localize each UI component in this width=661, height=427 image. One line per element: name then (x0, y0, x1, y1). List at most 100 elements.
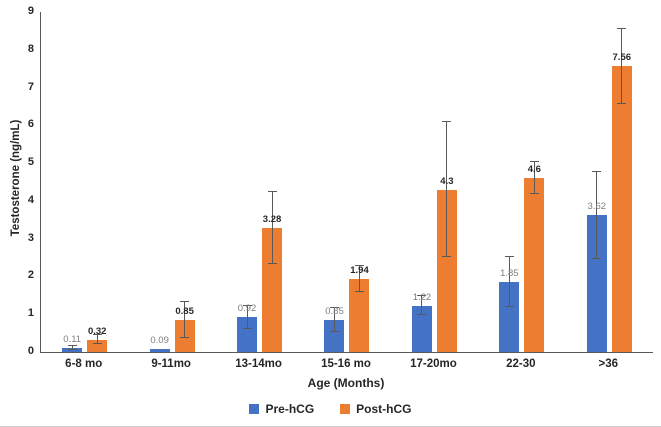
error-bar (508, 256, 510, 308)
x-category-label: >36 (598, 358, 619, 370)
error-bar (184, 301, 186, 339)
data-label: 3.62 (587, 201, 607, 213)
error-bar-cap (329, 306, 339, 308)
legend-item-pre-hcg: Pre-hCG (249, 402, 314, 416)
data-label: 1.22 (412, 291, 432, 303)
data-label: 0.09 (150, 334, 169, 346)
error-bar (533, 162, 535, 195)
error-bar-cap (417, 295, 427, 297)
y-tick-label: 4 (27, 193, 34, 206)
error-bar-cap (67, 348, 77, 350)
bar-group: 0.11 0.32 (41, 12, 128, 352)
error-bar-cap (92, 334, 102, 336)
pre-hcg-bar (62, 347, 83, 352)
error-bar (621, 28, 623, 105)
y-tick-label: 7 (27, 80, 34, 93)
error-bar-cap (592, 257, 602, 259)
error-bar-cap (67, 344, 77, 346)
error-bar (358, 265, 360, 292)
y-tick-label: 8 (27, 42, 34, 55)
x-category-label: 6-8 mo (65, 358, 103, 370)
data-label: 0.92 (237, 303, 257, 315)
legend: Pre-hCG Post-hCG (0, 402, 661, 416)
error-bar-cap (242, 304, 252, 306)
pre-hcg-bar (149, 348, 170, 352)
error-bar-cap (242, 327, 252, 329)
y-tick-label: 2 (27, 269, 34, 282)
post-hcg-bar (262, 228, 283, 352)
error-bar (333, 307, 335, 332)
x-category-label: 22-30 (506, 358, 536, 370)
post-hcg-bar (349, 278, 370, 352)
legend-swatch-icon (340, 404, 351, 414)
post-hcg-bar (611, 66, 632, 352)
data-label: 0.11 (63, 333, 82, 345)
data-label: 4.6 (527, 164, 541, 176)
bar-group: 1.85 4.6 (478, 12, 565, 352)
x-category-label: 13-14mo (235, 358, 282, 370)
post-hcg-bar (436, 189, 457, 352)
data-label: 4.3 (440, 175, 454, 187)
x-category-label: 9-11mo (151, 358, 191, 370)
data-label: 3.28 (262, 214, 282, 226)
error-bar (446, 122, 448, 257)
error-bar (596, 171, 598, 259)
bar-group: 1.22 4.3 (391, 12, 478, 352)
x-category-label: 15-16 mo (321, 358, 371, 370)
data-label: 0.32 (87, 325, 107, 337)
pre-hcg-bar (499, 282, 520, 352)
legend-label: Pre-hCG (265, 402, 315, 416)
y-tick-label: 9 (27, 5, 34, 17)
error-bar-cap (529, 193, 539, 195)
y-tick-label: 5 (27, 156, 34, 169)
y-tick-label: 3 (27, 231, 34, 244)
error-bar-cap (92, 343, 102, 345)
error-bar-cap (617, 27, 627, 29)
data-label: 0.85 (175, 305, 194, 317)
y-tick-label: 6 (27, 118, 34, 131)
data-label: 1.94 (350, 264, 369, 276)
bar-group: 3.62 7.56 (566, 12, 653, 352)
error-bar-cap (417, 314, 427, 316)
error-bar-cap (442, 121, 452, 123)
data-label: 0.85 (325, 305, 344, 317)
post-hcg-bar (87, 339, 108, 352)
data-label: 1.85 (500, 268, 519, 280)
error-bar (271, 192, 273, 264)
error-bar-cap (180, 300, 190, 302)
error-bar-cap (504, 255, 514, 257)
error-bar-cap (354, 290, 364, 292)
error-bar-cap (592, 170, 602, 172)
error-bar (96, 335, 98, 345)
data-label: 7.56 (612, 52, 632, 64)
plot-area: 0.11 0.32 0.09 0.85 0.92 3.28 0.85 1.94 1.22 4.3 1… (40, 12, 653, 353)
pre-hcg-bar (324, 319, 345, 352)
pre-hcg-bar (237, 317, 258, 352)
legend-item-post-hcg: Post-hCG (340, 402, 412, 416)
error-bar-cap (504, 306, 514, 308)
error-bar-cap (354, 264, 364, 266)
y-tick-label: 0 (27, 345, 34, 357)
legend-swatch-icon (249, 404, 260, 414)
error-bar-cap (267, 191, 277, 193)
post-hcg-bar (524, 178, 545, 352)
legend-label: Post-hCG (356, 402, 412, 416)
error-bar-cap (529, 161, 539, 163)
bar-group: 0.09 0.85 (128, 12, 215, 352)
error-bar-cap (442, 255, 452, 257)
error-bar-cap (329, 330, 339, 332)
error-bar-cap (180, 337, 190, 339)
error-bar-cap (267, 262, 277, 264)
error-bar-cap (617, 103, 627, 105)
bar-group: 0.92 3.28 (216, 12, 303, 352)
error-bar (421, 296, 423, 316)
x-axis-title: Age (Months) (307, 376, 385, 390)
y-tick-label: 1 (27, 307, 34, 320)
x-category-label: 17-20mo (410, 358, 457, 370)
pre-hcg-bar (586, 215, 607, 352)
error-bar (246, 305, 248, 329)
error-bar (71, 345, 73, 350)
bar-group: 0.85 1.94 (303, 12, 390, 352)
pre-hcg-bar (411, 305, 432, 352)
